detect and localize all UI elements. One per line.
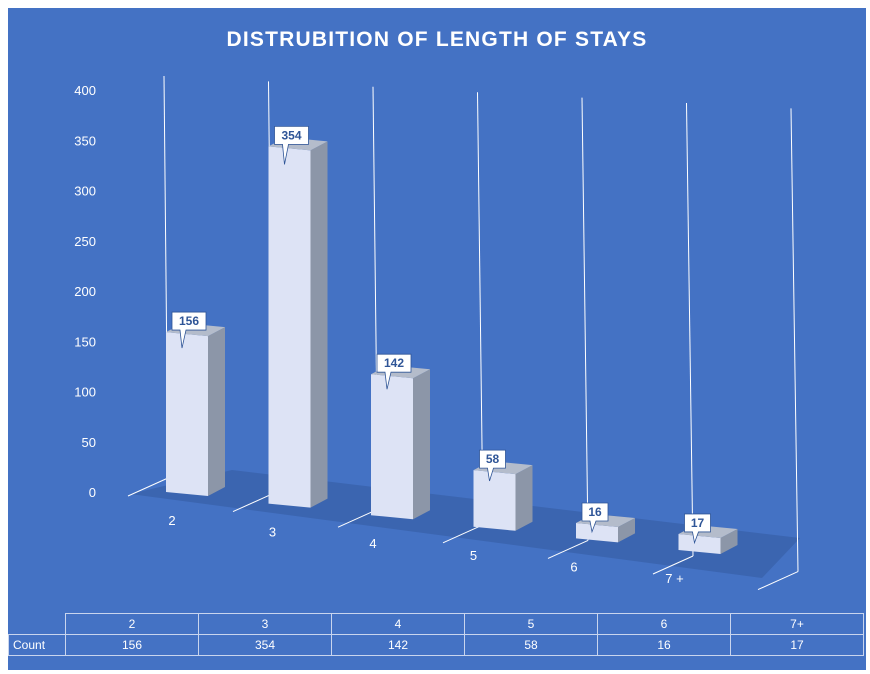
bar-side — [618, 518, 635, 543]
data-label-callout — [376, 353, 412, 390]
gridline-vertical — [790, 108, 799, 572]
gridline-floor — [757, 571, 799, 591]
bar-side — [310, 141, 328, 508]
bar-side — [515, 465, 533, 531]
data-label-callout — [171, 311, 207, 349]
x-tick-label: 6 — [570, 559, 577, 574]
bar-side — [208, 327, 225, 496]
data-table-cell: 17 — [730, 634, 864, 656]
data-table-row-label: Count — [8, 634, 66, 656]
bar-front — [166, 332, 208, 496]
x-tick-label: 4 — [369, 536, 376, 551]
data-table-cell: 16 — [597, 634, 731, 656]
data-label: 16 — [588, 505, 602, 519]
gridline-floor — [442, 524, 484, 544]
y-tick-label: 200 — [74, 284, 96, 299]
data-label: 17 — [691, 516, 705, 530]
y-tick-label: 150 — [74, 334, 96, 349]
x-tick-label: 3 — [269, 525, 276, 540]
bar — [371, 365, 430, 520]
chart-title: DISTRUBITION OF LENGTH OF STAYS — [226, 28, 648, 51]
data-table-cell: 58 — [464, 634, 598, 656]
gridline-floor — [547, 539, 589, 559]
bar — [166, 323, 225, 496]
bar-front — [576, 523, 618, 543]
bar — [473, 461, 533, 531]
bar-side — [720, 528, 738, 554]
bar — [268, 137, 328, 508]
data-label: 142 — [384, 356, 404, 370]
y-tick-label: 400 — [74, 83, 96, 98]
bar-side — [413, 369, 430, 520]
data-table-header-cell: 7+ — [730, 613, 864, 635]
data-table-header-cell: 2 — [65, 613, 199, 635]
gridline-floor — [652, 555, 694, 575]
data-table-header-cell: 6 — [597, 613, 731, 635]
data-table-cell: 142 — [331, 634, 465, 656]
gridline-vertical — [686, 102, 694, 557]
data-label-callout — [479, 449, 506, 482]
y-tick-label: 300 — [74, 184, 96, 199]
data-table-cell: 354 — [198, 634, 332, 656]
bar-front — [473, 470, 516, 531]
y-tick-label: 250 — [74, 234, 96, 249]
y-tick-label: 0 — [89, 485, 96, 500]
data-table-header-cell: 5 — [464, 613, 598, 635]
gridline-vertical — [581, 97, 589, 541]
data-table: 2 3 4 5 6 7+ Count 156 354 142 58 16 17 — [8, 613, 864, 656]
y-tick-label: 100 — [74, 385, 96, 400]
data-table-corner — [8, 613, 66, 635]
data-table-cell: 156 — [65, 634, 199, 656]
data-table-header-cell: 3 — [198, 613, 332, 635]
data-label-callout — [274, 126, 309, 165]
x-tick-label: 7 + — [665, 571, 683, 586]
x-tick-label: 2 — [168, 513, 175, 528]
data-table-row: Count 156 354 142 58 16 17 — [8, 634, 864, 656]
data-table-header-cell: 4 — [331, 613, 465, 635]
bar-front — [371, 374, 413, 520]
bar-front — [678, 533, 721, 554]
data-label: 58 — [486, 452, 500, 466]
data-label-callout — [581, 502, 609, 534]
x-tick-label: 5 — [470, 548, 477, 563]
y-tick-label: 50 — [82, 435, 96, 450]
data-label: 156 — [179, 314, 199, 328]
data-table-header-row: 2 3 4 5 6 7+ — [8, 613, 864, 635]
gridline-floor — [127, 477, 169, 497]
y-tick-label: 350 — [74, 133, 96, 148]
bar-front — [268, 146, 311, 508]
data-label: 354 — [281, 128, 301, 142]
data-label-callout — [684, 513, 711, 545]
gridline-floor — [232, 493, 274, 513]
